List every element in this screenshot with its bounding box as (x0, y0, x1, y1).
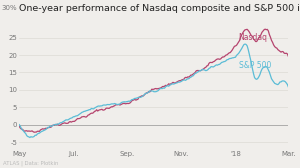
Text: Nasdaq: Nasdaq (238, 33, 268, 42)
Text: S&P 500: S&P 500 (238, 61, 271, 70)
Text: 30%: 30% (2, 5, 17, 11)
Text: ATLAS | Data: Plotkin: ATLAS | Data: Plotkin (3, 161, 58, 166)
Text: One-year performance of Nasdaq composite and S&P 500 indexes: One-year performance of Nasdaq composite… (19, 4, 300, 13)
